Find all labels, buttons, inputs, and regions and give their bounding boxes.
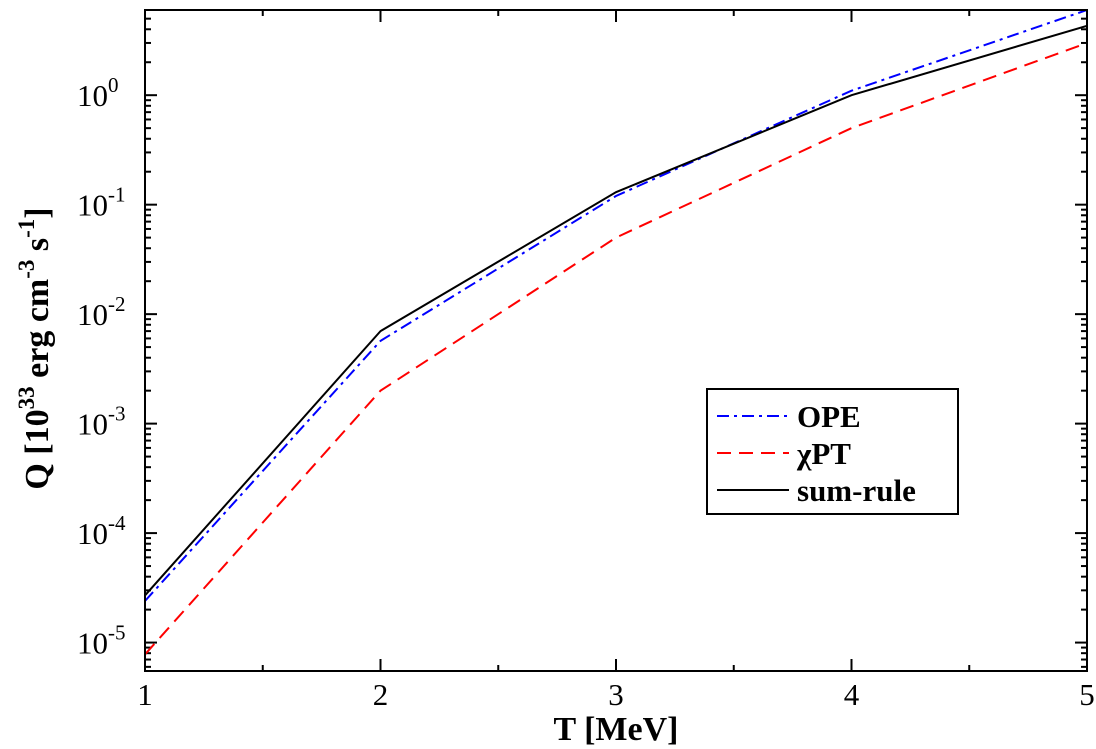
- y-axis-title: Q [1033 erg cm-3 s-1]: [14, 207, 56, 489]
- minor-ticks: [145, 9, 1087, 671]
- y-axis-title-mid2: s: [19, 238, 56, 260]
- legend-box: [706, 388, 959, 515]
- plot-frame: [144, 9, 1088, 672]
- y-tick-label: 10-2: [77, 292, 126, 332]
- y-tick-labels: 10-5 10-4 10-3 10-2 10-1 100: [77, 73, 126, 660]
- x-tick-label: 1: [137, 677, 153, 712]
- y-axis-title-base: Q [10: [19, 409, 56, 489]
- x-axis-title: T [MeV]: [554, 711, 679, 748]
- y-tick-label: 10-1: [77, 183, 126, 223]
- y-tick-label: 10-3: [77, 402, 126, 442]
- x-tick-label: 4: [844, 677, 860, 712]
- legend-label: χPT: [796, 436, 851, 471]
- series-line-pt: [145, 42, 1087, 656]
- x-tick-labels: 1 2 3 4 5: [137, 677, 1095, 712]
- x-tick-label: 3: [608, 677, 624, 712]
- x-tick-label: 5: [1079, 677, 1095, 712]
- y-axis-title-exp1: 33: [14, 386, 39, 409]
- legend-label: sum-rule: [797, 473, 916, 508]
- y-tick-label: 10-5: [77, 621, 126, 661]
- y-axis-title-mid1: erg cm: [19, 279, 56, 387]
- series-line-sum-rule: [145, 24, 1087, 597]
- y-axis-title-exp2: -3: [14, 260, 39, 279]
- major-ticks: [144, 10, 1088, 671]
- y-tick-label: 10-4: [77, 511, 126, 551]
- y-axis-title-exp3: -1: [14, 219, 39, 238]
- series-line-ope: [145, 10, 1087, 602]
- y-axis-title-end: ]: [19, 207, 56, 218]
- series-layer: [145, 10, 1087, 656]
- legend-label: OPE: [797, 399, 861, 434]
- x-tick-label: 2: [373, 677, 389, 712]
- y-tick-label: 100: [77, 73, 119, 113]
